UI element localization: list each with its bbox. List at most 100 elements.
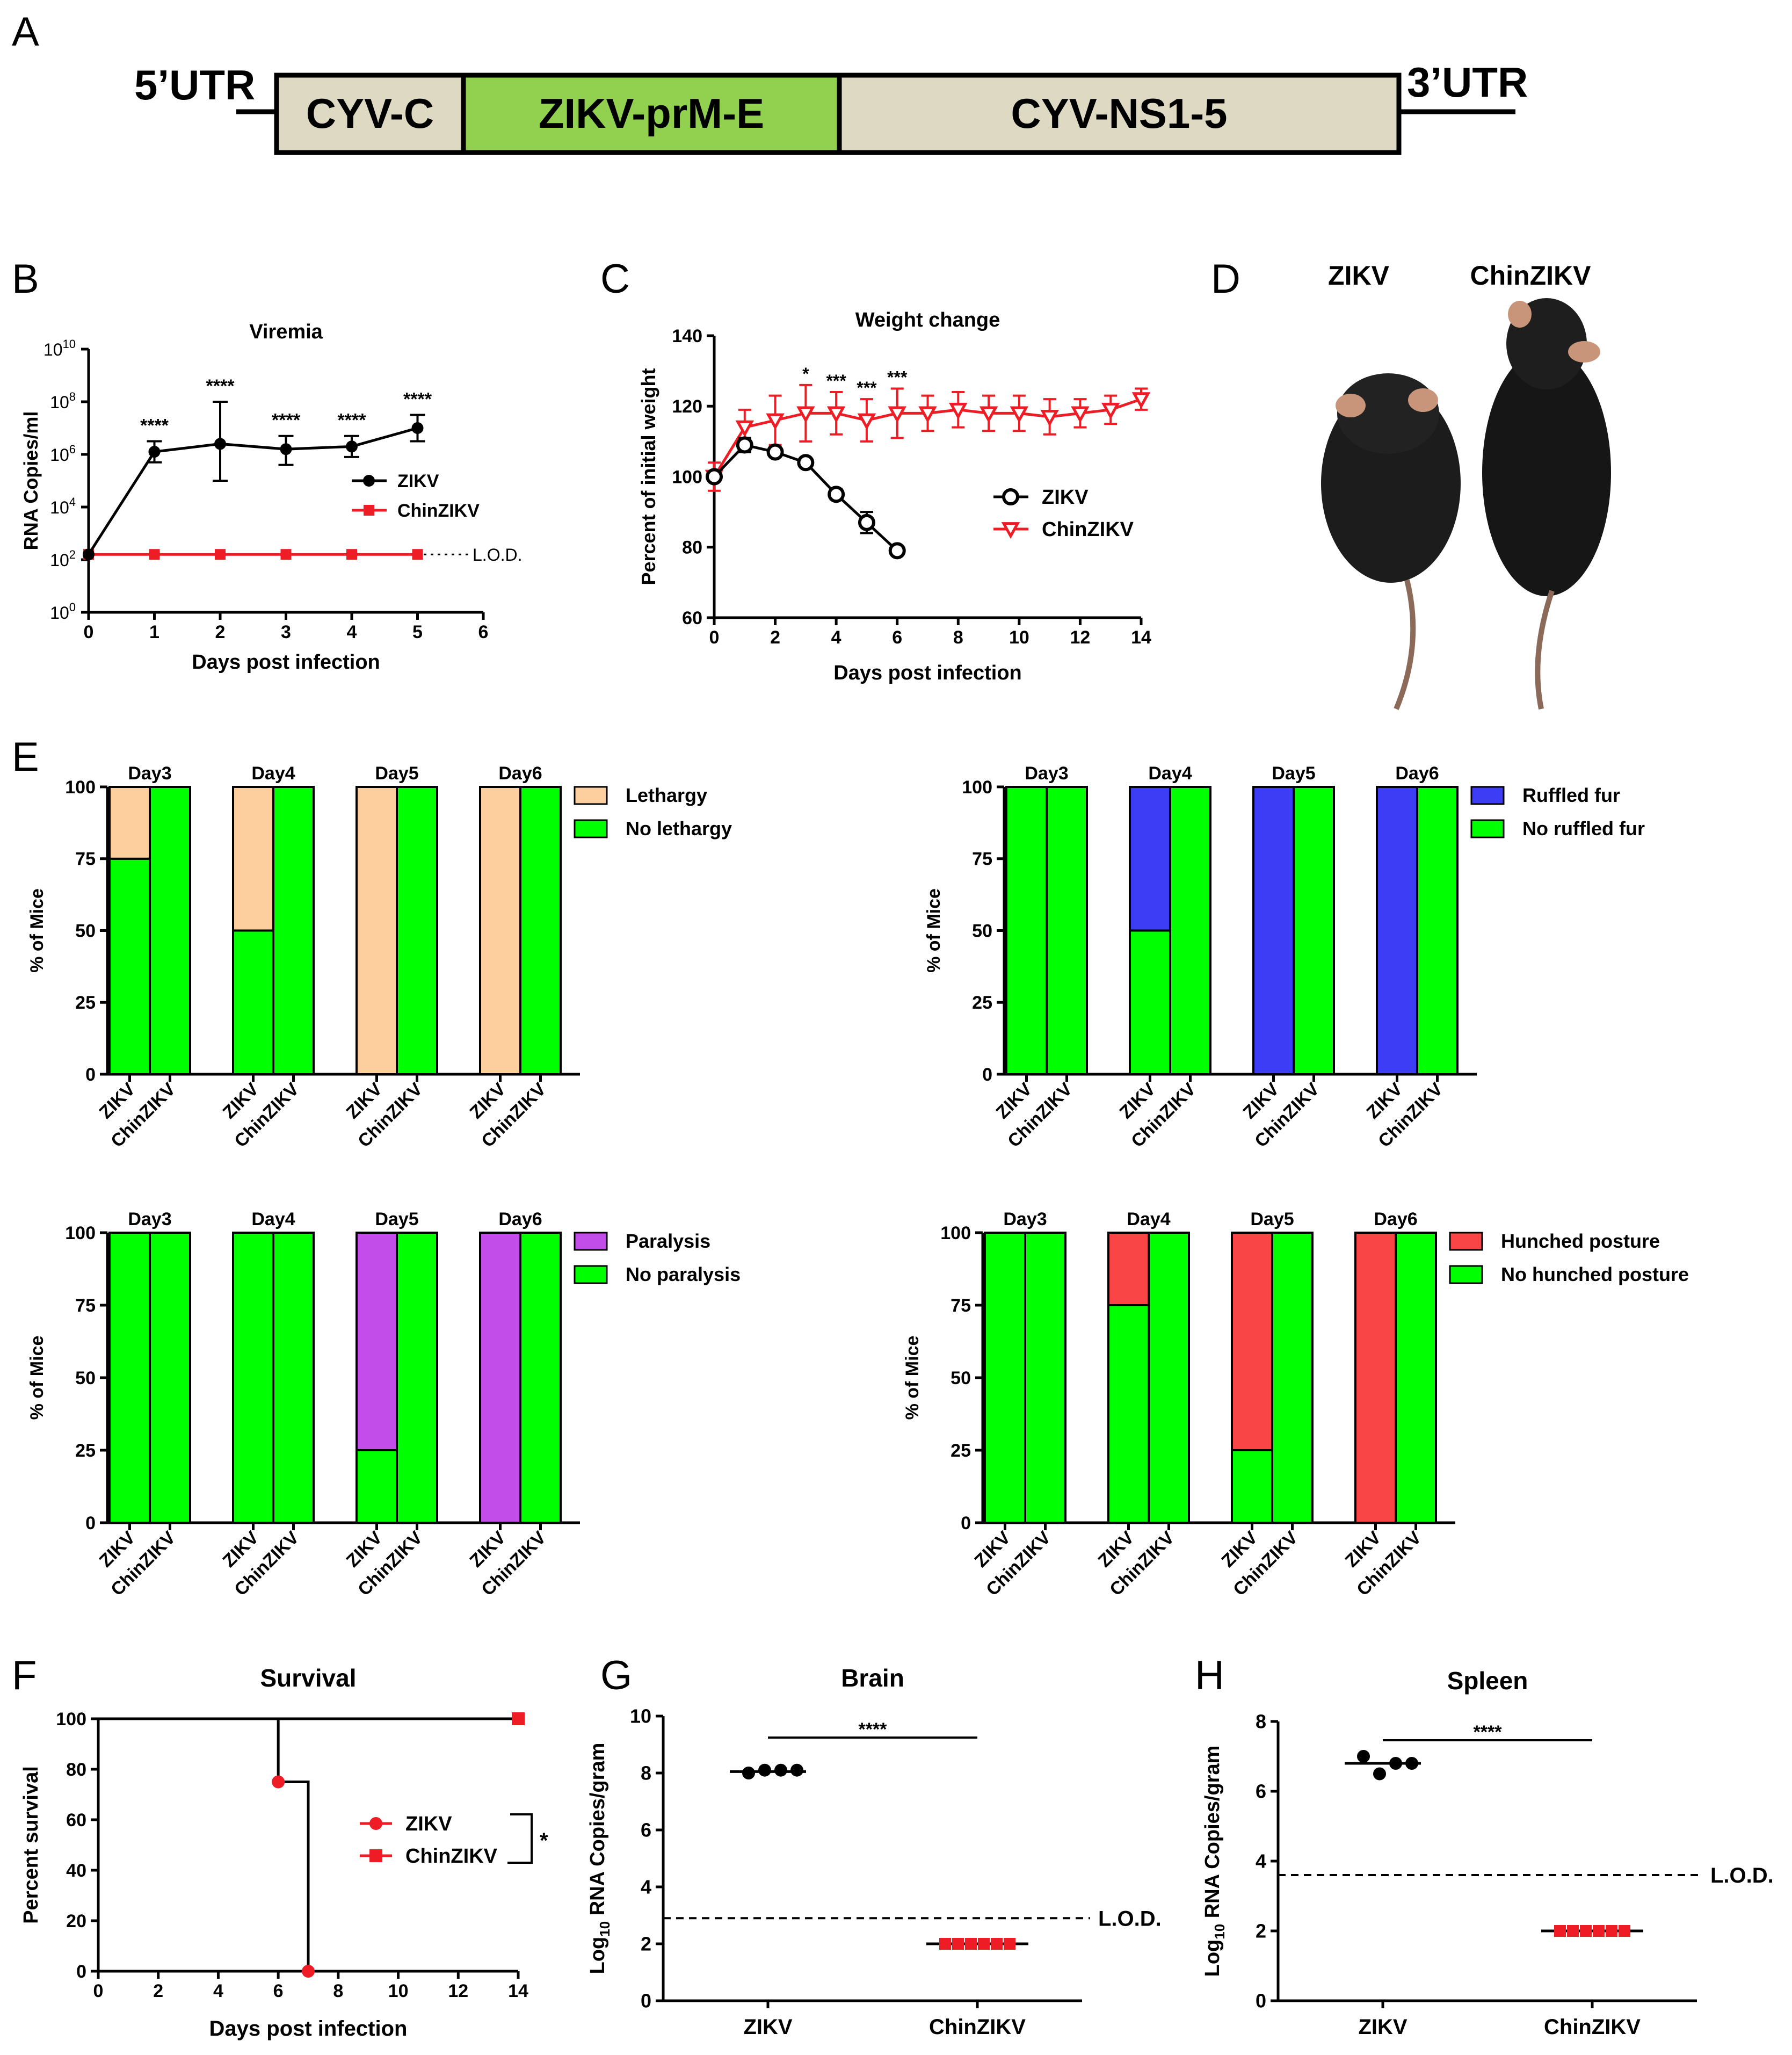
survival-x-tick-label: 8: [333, 1981, 343, 2001]
legend-chinzikv-marker: [369, 1849, 382, 1862]
panel-letter-f: F: [12, 1653, 37, 1698]
brain-data-point: [742, 1767, 755, 1779]
viremia-y-tick-label: 104: [50, 495, 76, 517]
zikv-point: [828, 486, 845, 503]
lethargy-bar-healthy: [108, 857, 151, 1075]
viremia-x-tick-label: 2: [215, 622, 226, 642]
panel-d-chinzikv-label: ChinZIKV: [1470, 261, 1592, 291]
brain-data-point: [978, 1938, 990, 1950]
zikv-mouse-ear-right: [1408, 388, 1438, 412]
segment-cyv-ns1-5: [837, 73, 1402, 155]
survival-y-tick-label: 40: [66, 1861, 86, 1881]
chinzikv-point: [346, 549, 357, 560]
paralysis-legend-symptom-swatch: [574, 1232, 608, 1251]
y-label-part: Log: [1201, 1940, 1224, 1977]
hunched-posture-bar-symptom: [1107, 1232, 1150, 1306]
survival-x-tick-label: 14: [508, 1981, 528, 2001]
paralysis-y-label: % of Mice: [27, 1336, 47, 1420]
viremia-lod-label: L.O.D.: [473, 545, 522, 565]
paralysis-y-tick-label: 25: [75, 1441, 96, 1461]
ruffled-fur-y-tick-label: 25: [972, 993, 992, 1013]
zikv-point: [346, 440, 358, 453]
significance-stars: *: [540, 1829, 548, 1853]
paralysis-bar-healthy: [519, 1232, 562, 1524]
hunched-posture-bar-healthy: [1024, 1232, 1067, 1524]
ruffled-fur-y-tick-label: 0: [982, 1065, 992, 1085]
chinzikv-point: [1101, 402, 1120, 419]
lethargy-legend-symptom-swatch: [574, 786, 608, 805]
zikv-point: [888, 542, 906, 560]
y-label-part: Log: [586, 1937, 609, 1974]
ruffled-fur-y-tick-label: 75: [972, 849, 992, 870]
brain-data-point: [774, 1763, 787, 1777]
hunched-posture-y-tick-label: 75: [951, 1296, 971, 1316]
hunched-posture-day-label: Day4: [1127, 1209, 1170, 1229]
viremia-x-tick-label: 1: [149, 622, 159, 642]
paralysis-bar-healthy: [149, 1232, 191, 1524]
zikv-point: [148, 446, 161, 458]
spleen-data-point: [1593, 1925, 1605, 1937]
panel-letter-h: H: [1195, 1653, 1224, 1698]
hunched-posture-bar-symptom: [1354, 1232, 1397, 1524]
weight-x-tick-label: 8: [953, 627, 963, 648]
survival-x-label: Days post infection: [209, 2017, 408, 2040]
ruffled-fur-legend-symptom-swatch: [1470, 786, 1505, 805]
legend-zikv-marker: [1002, 488, 1019, 505]
legend-zikv-marker: [369, 1817, 382, 1830]
brain-y-tick-label: 2: [641, 1933, 651, 1955]
chinzikv-mouse-ear-left: [1508, 301, 1532, 328]
panel-letter-c: C: [600, 256, 630, 302]
viremia-y-tick-label: 108: [50, 390, 76, 412]
zikv-point: [411, 422, 424, 434]
zikv-survival-point: [272, 1775, 285, 1789]
viremia-x-tick-label: 4: [347, 622, 357, 642]
brain-data-point: [758, 1763, 771, 1777]
viremia-x-tick-label: 0: [84, 622, 94, 642]
panel-d-zikv-label: ZIKV: [1328, 261, 1390, 291]
brain-x-tick-label: ZIKV: [743, 2015, 792, 2039]
viremia-y-tick-label: 100: [50, 600, 76, 623]
chinzikv-mouse-tail: [1535, 590, 1555, 710]
spleen-y-tick-label: 0: [1256, 1990, 1266, 2012]
zikv-survival-point: [302, 1965, 315, 1978]
significance-stars: ***: [887, 367, 908, 387]
survival-x-tick-label: 6: [273, 1981, 284, 2001]
tick-exponent: 2: [69, 548, 76, 561]
paralysis-y-tick-label: 50: [75, 1368, 96, 1388]
spleen-data-point: [1373, 1767, 1386, 1781]
hunched-posture-bar-healthy: [1395, 1232, 1437, 1524]
chinzikv-point: [1071, 406, 1090, 423]
hunched-posture-day-label: Day3: [1003, 1209, 1047, 1229]
chinzikv-point: [1131, 392, 1151, 409]
lethargy-y-tick-label: 50: [75, 921, 96, 941]
tick-exponent: 0: [69, 600, 76, 614]
weight-x-tick-label: 4: [831, 627, 841, 648]
zikv-point: [83, 548, 95, 561]
brain-y-tick-label: 6: [641, 1819, 651, 1841]
weight-y-tick-label: 60: [682, 608, 702, 628]
zikv-point: [858, 513, 875, 531]
tick-base: 10: [50, 393, 69, 412]
chinzikv-survival-point: [512, 1712, 525, 1725]
weight-y-tick-label: 120: [672, 396, 702, 417]
zikv-line: [87, 426, 418, 555]
survival-y-label: Percent survival: [20, 1766, 42, 1924]
paralysis-bar-healthy: [272, 1232, 315, 1524]
lethargy-bar-healthy: [272, 786, 315, 1075]
paralysis-y-tick-label: 0: [85, 1513, 96, 1533]
paralysis-day-label: Day6: [498, 1209, 542, 1229]
spleen-x-tick-label: ChinZIKV: [1544, 2015, 1641, 2039]
chinzikv-point: [918, 406, 937, 423]
lethargy-bar-symptom: [356, 786, 398, 1075]
chinzikv-mouse-body: [1482, 349, 1611, 596]
spleen-data-point: [1389, 1757, 1402, 1770]
viremia-x-label: Days post infection: [192, 651, 380, 674]
panel-letter-b: B: [12, 256, 39, 302]
weight-title: Weight change: [855, 309, 1000, 331]
chinzikv-point: [826, 406, 846, 423]
legend-chinzikv-label: ChinZIKV: [405, 1845, 498, 1868]
